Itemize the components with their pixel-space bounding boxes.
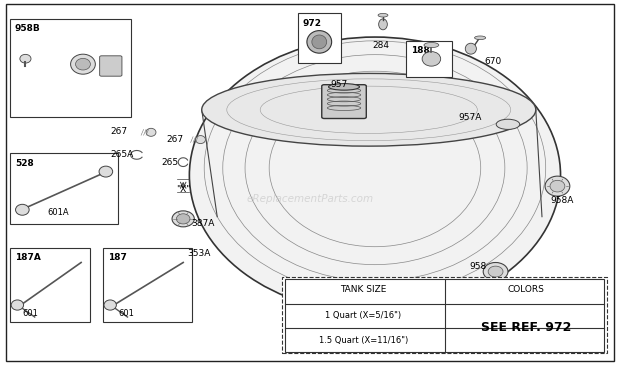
Ellipse shape [545,176,570,196]
Text: 267: 267 [110,127,127,136]
Ellipse shape [195,135,205,143]
Ellipse shape [99,166,113,177]
Ellipse shape [146,128,156,136]
Text: 353A: 353A [187,249,210,258]
Text: 1.5 Quart (X=11/16"): 1.5 Quart (X=11/16") [319,336,408,345]
FancyBboxPatch shape [322,85,366,119]
Text: 957A: 957A [458,112,482,122]
Ellipse shape [424,42,439,47]
Ellipse shape [422,51,441,66]
Ellipse shape [176,214,190,224]
Ellipse shape [379,19,388,30]
Bar [10,248,91,323]
Ellipse shape [329,84,360,90]
Ellipse shape [189,37,560,314]
Ellipse shape [474,36,485,39]
Text: 958: 958 [469,262,487,270]
Text: 267: 267 [167,135,184,144]
Bar [406,41,452,77]
Text: COLORS: COLORS [507,285,544,294]
Text: 528: 528 [15,158,33,168]
Text: TANK SIZE: TANK SIZE [340,285,386,294]
Text: 972: 972 [303,19,322,27]
Text: 957: 957 [330,80,348,89]
Ellipse shape [550,180,565,192]
Ellipse shape [76,58,91,70]
Text: "X": "X" [175,185,190,194]
Ellipse shape [312,35,327,49]
Text: 601A: 601A [47,208,69,217]
Bar [285,279,604,351]
Ellipse shape [496,119,520,130]
Ellipse shape [104,300,117,310]
Bar [298,14,341,62]
Text: 187A: 187A [15,253,41,262]
Ellipse shape [465,43,476,54]
Text: 958A: 958A [550,196,574,205]
Text: 265A: 265A [111,150,134,160]
Text: eReplacementParts.com: eReplacementParts.com [246,194,374,204]
Ellipse shape [16,204,29,215]
Text: 188: 188 [411,46,430,55]
Bar [10,153,118,224]
Ellipse shape [71,54,95,74]
Ellipse shape [483,262,508,281]
Text: 601: 601 [118,309,134,318]
Ellipse shape [172,211,194,227]
Text: 670: 670 [484,57,502,66]
Text: 284: 284 [372,41,389,50]
Ellipse shape [307,31,332,53]
Text: SEE REF. 972: SEE REF. 972 [480,321,571,334]
Ellipse shape [202,73,536,146]
Text: 265: 265 [162,158,179,168]
Ellipse shape [378,14,388,17]
Text: 958B: 958B [15,24,41,33]
Ellipse shape [488,266,503,277]
Text: 187: 187 [108,253,126,262]
Bar [282,277,607,353]
Ellipse shape [11,300,24,310]
Text: 1 Quart (X=5/16"): 1 Quart (X=5/16") [326,311,401,320]
Bar [10,19,131,117]
Ellipse shape [20,54,31,63]
Text: 387A: 387A [191,219,215,228]
Bar [103,248,192,323]
Text: 601: 601 [22,309,38,318]
FancyBboxPatch shape [100,56,122,76]
